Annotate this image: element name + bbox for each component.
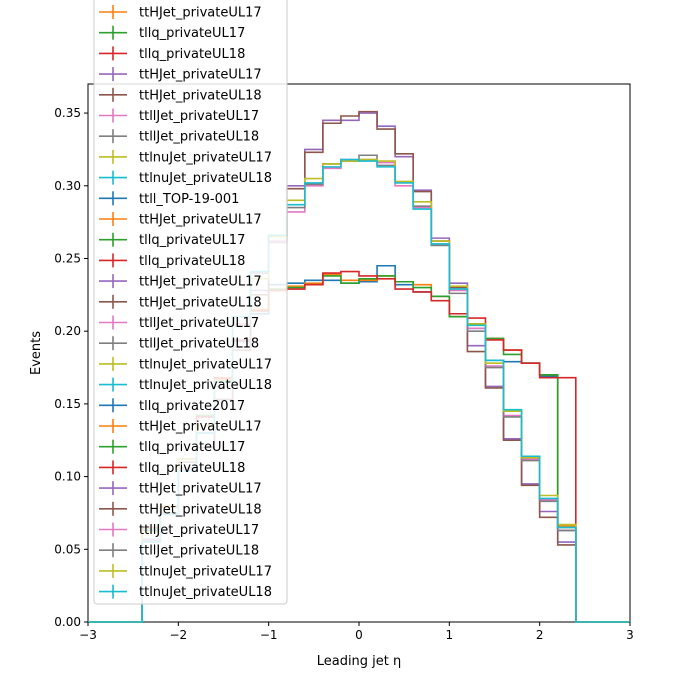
legend-label: ttlnuJet_privateUL17 (139, 150, 272, 165)
legend-entry: ttlnuJet_privateUL17 (99, 563, 272, 579)
legend-entry: ttllJet_privateUL18 (99, 129, 259, 145)
legend-label: ttHJet_privateUL18 (139, 295, 262, 310)
legend-label: ttllJet_privateUL18 (139, 130, 259, 145)
legend-entry: ttllJet_privateUL17 (99, 315, 259, 331)
legend-entry: tllq_privateUL17 (99, 439, 245, 455)
x-axis-label: Leading jet η (317, 654, 402, 669)
legend-entry: ttHJet_privateUL18 (99, 87, 262, 103)
legend-label: ttll_TOP-19-001 (139, 192, 239, 207)
legend-entry: tllq_privateUL17 (99, 25, 245, 41)
legend-entry: ttllJet_privateUL18 (99, 336, 259, 352)
y-tick-label: 0.05 (54, 542, 81, 556)
legend-entry: ttlnuJet_privateUL17 (99, 149, 272, 165)
x-tick-label: 0 (355, 628, 363, 642)
legend-frame (93, 0, 288, 605)
legend-entry: ttHJet_privateUL17 (99, 67, 262, 83)
legend-label: ttHJet_privateUL17 (139, 213, 262, 228)
legend-entry: ttHJet_privateUL17 (99, 5, 262, 21)
legend-label: ttHJet_privateUL17 (139, 482, 262, 497)
legend-label: ttlnuJet_privateUL18 (139, 585, 272, 600)
legend-label: ttllJet_privateUL17 (139, 523, 259, 538)
legend-label: tllq_privateUL18 (139, 254, 245, 269)
x-tick-label: 1 (446, 628, 454, 642)
legend-label: tllq_privateUL17 (139, 26, 245, 41)
legend-label: ttllJet_privateUL17 (139, 109, 259, 124)
legend-entry: ttlnuJet_privateUL18 (99, 170, 272, 186)
legend-label: ttllJet_privateUL17 (139, 316, 259, 331)
legend-label: ttlnuJet_privateUL17 (139, 357, 272, 372)
legend-entry: tllq_privateUL18 (99, 46, 245, 62)
legend-label: tllq_privateUL18 (139, 461, 245, 476)
y-tick-label: 0.35 (54, 106, 81, 120)
x-tick-label: 2 (536, 628, 544, 642)
legend-label: tllq_private2017 (139, 399, 245, 414)
legend-entry: ttllJet_privateUL18 (99, 543, 259, 559)
y-tick-label: 0.00 (54, 615, 81, 629)
legend-entry: tllq_privateUL18 (99, 253, 245, 269)
legend-entry: ttHJet_privateUL17 (99, 419, 262, 435)
legend-entry: ttlnuJet_privateUL17 (99, 356, 272, 372)
y-tick-label: 0.30 (54, 179, 81, 193)
legend-label: ttlnuJet_privateUL18 (139, 378, 272, 393)
x-tick-label: −2 (169, 628, 187, 642)
legend-entry: ttHJet_privateUL18 (99, 501, 262, 517)
x-tick-label: −1 (260, 628, 278, 642)
legend-entry: ttllJet_privateUL17 (99, 108, 259, 124)
legend-label: ttlnuJet_privateUL17 (139, 564, 272, 579)
legend: ttHJet_privateUL17 tllq_privateUL17 tllq_p… (93, 0, 288, 605)
y-tick-label: 0.20 (54, 324, 81, 338)
legend-label: ttHJet_privateUL17 (139, 68, 262, 83)
legend-label: ttlnuJet_privateUL18 (139, 171, 272, 186)
legend-entry: tllq_privateUL17 (99, 232, 245, 248)
legend-entry: ttlnuJet_privateUL18 (99, 584, 272, 600)
y-tick-label: 0.10 (54, 470, 81, 484)
y-axis-ticks: 0.00 0.05 0.10 0.15 0.20 0.25 0.30 0.35 (54, 106, 88, 629)
legend-label: ttHJet_privateUL17 (139, 6, 262, 21)
legend-entry: ttHJet_privateUL17 (99, 274, 262, 290)
legend-label: tllq_privateUL17 (139, 233, 245, 248)
x-tick-label: 3 (626, 628, 634, 642)
y-axis-label: Events (29, 331, 44, 375)
legend-label: ttHJet_privateUL18 (139, 502, 262, 517)
legend-entry: ttHJet_privateUL17 (99, 481, 262, 497)
legend-entry: tllq_privateUL18 (99, 460, 245, 476)
legend-entry: ttll_TOP-19-001 (99, 191, 239, 207)
legend-label: ttHJet_privateUL17 (139, 275, 262, 290)
y-tick-label: 0.25 (54, 251, 81, 265)
legend-entry: tllq_private2017 (99, 398, 245, 414)
legend-entry: ttllJet_privateUL17 (99, 522, 259, 538)
legend-label: ttllJet_privateUL18 (139, 337, 259, 352)
legend-label: ttHJet_privateUL17 (139, 420, 262, 435)
x-tick-label: −3 (79, 628, 97, 642)
legend-label: tllq_privateUL18 (139, 47, 245, 62)
legend-label: tllq_privateUL17 (139, 440, 245, 455)
legend-entry: ttHJet_privateUL17 (99, 212, 262, 228)
y-tick-label: 0.15 (54, 397, 81, 411)
legend-entry: ttlnuJet_privateUL18 (99, 377, 272, 393)
legend-entry: ttHJet_privateUL18 (99, 294, 262, 310)
legend-label: ttHJet_privateUL18 (139, 88, 262, 103)
x-axis-ticks: −3 −2 −1 0 1 2 3 (79, 622, 634, 642)
legend-label: ttllJet_privateUL18 (139, 544, 259, 559)
